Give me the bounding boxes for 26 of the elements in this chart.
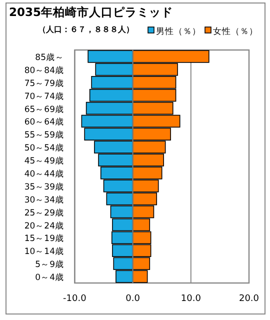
y-tick-label: 45～49歳 xyxy=(24,156,64,167)
y-tick-label: 85歳～ xyxy=(35,52,64,63)
y-tick-label: 70～74歳 xyxy=(24,90,64,102)
x-tick-label: -10.0 xyxy=(63,294,87,304)
y-tick-label: 60～64歳 xyxy=(24,116,64,128)
x-tick-label: 20.0 xyxy=(238,294,260,304)
x-tick-label: 10.0 xyxy=(180,294,202,304)
y-tick-label: 65～69歳 xyxy=(24,104,64,115)
y-tick-label: 55～59歳 xyxy=(24,130,64,141)
y-tick-label: 75～79歳 xyxy=(24,78,64,89)
y-tick-label: 25～29歳 xyxy=(24,207,64,218)
y-tick-label: 80～84歳 xyxy=(24,64,64,76)
y-tick-label: 20～24歳 xyxy=(24,220,64,232)
y-tick-label: 0～4歳 xyxy=(35,272,64,284)
legend-label: 男性（％） xyxy=(156,26,201,37)
y-tick-label: 15～19歳 xyxy=(24,233,64,244)
y-tick-label: 10～14歳 xyxy=(24,246,64,258)
chart-subtitle: （人口：６７，８８８人） xyxy=(38,25,134,34)
y-tick-label: 30～34歳 xyxy=(24,194,64,206)
y-tick-label: 35～39歳 xyxy=(24,181,64,192)
chart-title: 2035年柏崎市人口ピラミッド xyxy=(9,5,174,19)
y-tick-label: 5～9歳 xyxy=(35,259,64,270)
y-tick-label: 50～54歳 xyxy=(24,142,64,154)
x-tick-label: 0.0 xyxy=(126,294,140,304)
legend-label: 女性（％） xyxy=(213,26,258,37)
y-tick-label: 40～44歳 xyxy=(24,168,64,180)
